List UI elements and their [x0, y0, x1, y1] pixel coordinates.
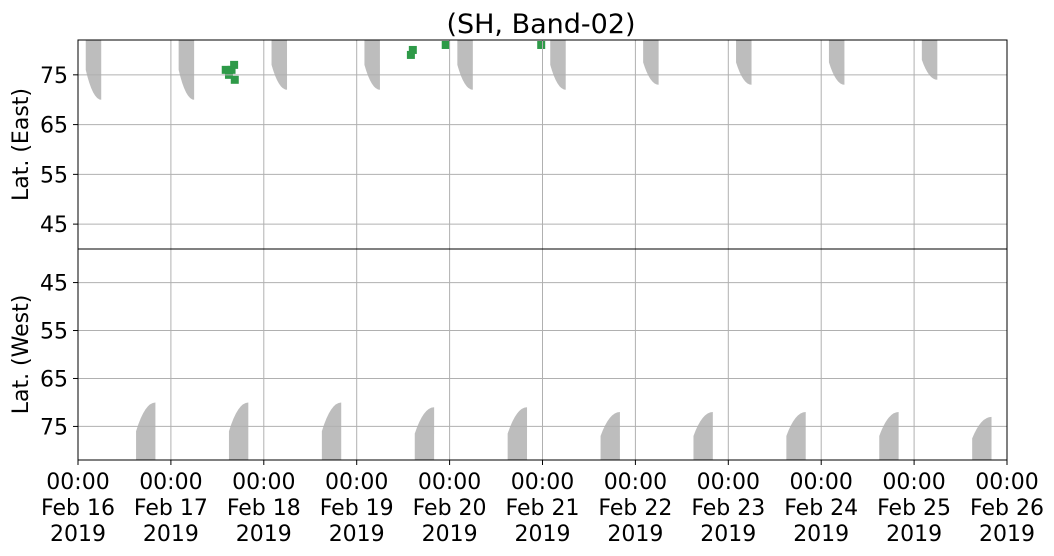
coverage-band	[507, 407, 528, 460]
coverage-band	[550, 40, 566, 90]
x-tick-label: 00:00	[882, 470, 945, 495]
coverage-band	[414, 407, 435, 460]
x-tick-label: 00:00	[325, 470, 388, 495]
x-tick-label: 2019	[50, 522, 106, 547]
x-tick-label: Feb 19	[320, 496, 394, 521]
y-tick-label: 65	[40, 367, 68, 392]
x-tick-label: 2019	[793, 522, 849, 547]
coverage-band	[972, 416, 992, 460]
x-tick-label: 00:00	[418, 470, 481, 495]
x-tick-label: 00:00	[139, 470, 202, 495]
coverage-band	[736, 40, 752, 85]
coverage-band	[271, 40, 288, 90]
x-tick-label: Feb 26	[970, 496, 1044, 521]
coverage-band	[786, 412, 806, 460]
chart-title: (SH, Band-02)	[446, 9, 635, 40]
detection-point	[408, 45, 417, 54]
x-tick-label: 00:00	[789, 470, 852, 495]
coverage-band	[693, 412, 713, 460]
coverage-band	[364, 40, 380, 90]
x-tick-label: Feb 24	[784, 496, 858, 521]
x-tick-label: 00:00	[975, 470, 1038, 495]
x-tick-label: 2019	[143, 522, 199, 547]
y-tick-label: 55	[40, 163, 68, 188]
y-tick-label: 65	[40, 114, 68, 139]
x-tick-label: 00:00	[232, 470, 295, 495]
coverage-band	[136, 402, 156, 460]
y-axis-label: Lat. (East)	[9, 88, 34, 201]
coverage-band	[828, 40, 845, 85]
detection-point	[230, 60, 239, 69]
y-tick-label: 75	[40, 64, 68, 89]
x-tick-label: 2019	[236, 522, 292, 547]
x-tick-label: Feb 18	[227, 496, 301, 521]
x-tick-label: 2019	[329, 522, 385, 547]
x-tick-label: 2019	[700, 522, 756, 547]
detection-point	[406, 50, 415, 59]
coverage-band	[85, 40, 102, 100]
x-tick-label: 00:00	[46, 470, 109, 495]
x-tick-label: Feb 23	[691, 496, 765, 521]
detection-point	[537, 40, 546, 49]
x-tick-label: Feb 20	[413, 496, 487, 521]
x-tick-label: 2019	[979, 522, 1035, 547]
x-tick-label: Feb 25	[877, 496, 951, 521]
detection-point	[441, 40, 450, 49]
y-tick-label: 45	[40, 272, 68, 297]
x-tick-label: Feb 21	[506, 496, 580, 521]
x-tick-label: 2019	[607, 522, 663, 547]
detection-point	[230, 75, 239, 84]
coverage-band	[879, 412, 899, 460]
coverage-band	[321, 402, 342, 460]
x-tick-label: Feb 22	[598, 496, 672, 521]
x-tick-label: 00:00	[697, 470, 760, 495]
coverage-band	[457, 40, 473, 90]
detection-point	[227, 65, 236, 74]
x-tick-label: Feb 17	[134, 496, 208, 521]
x-tick-label: 2019	[886, 522, 942, 547]
x-tick-label: Feb 16	[41, 496, 115, 521]
y-tick-label: 75	[40, 415, 68, 440]
coverage-band	[600, 412, 620, 460]
y-tick-label: 45	[40, 213, 68, 238]
x-tick-label: 2019	[422, 522, 478, 547]
coverage-band	[643, 40, 659, 85]
x-tick-label: 00:00	[604, 470, 667, 495]
coverage-band	[178, 40, 195, 100]
coverage-band	[228, 402, 249, 460]
detection-point	[221, 65, 230, 74]
x-tick-label: 00:00	[511, 470, 574, 495]
y-tick-label: 55	[40, 320, 68, 345]
y-axis-label: Lat. (West)	[9, 295, 34, 415]
coverage-band	[921, 40, 938, 80]
x-tick-label: 2019	[515, 522, 571, 547]
